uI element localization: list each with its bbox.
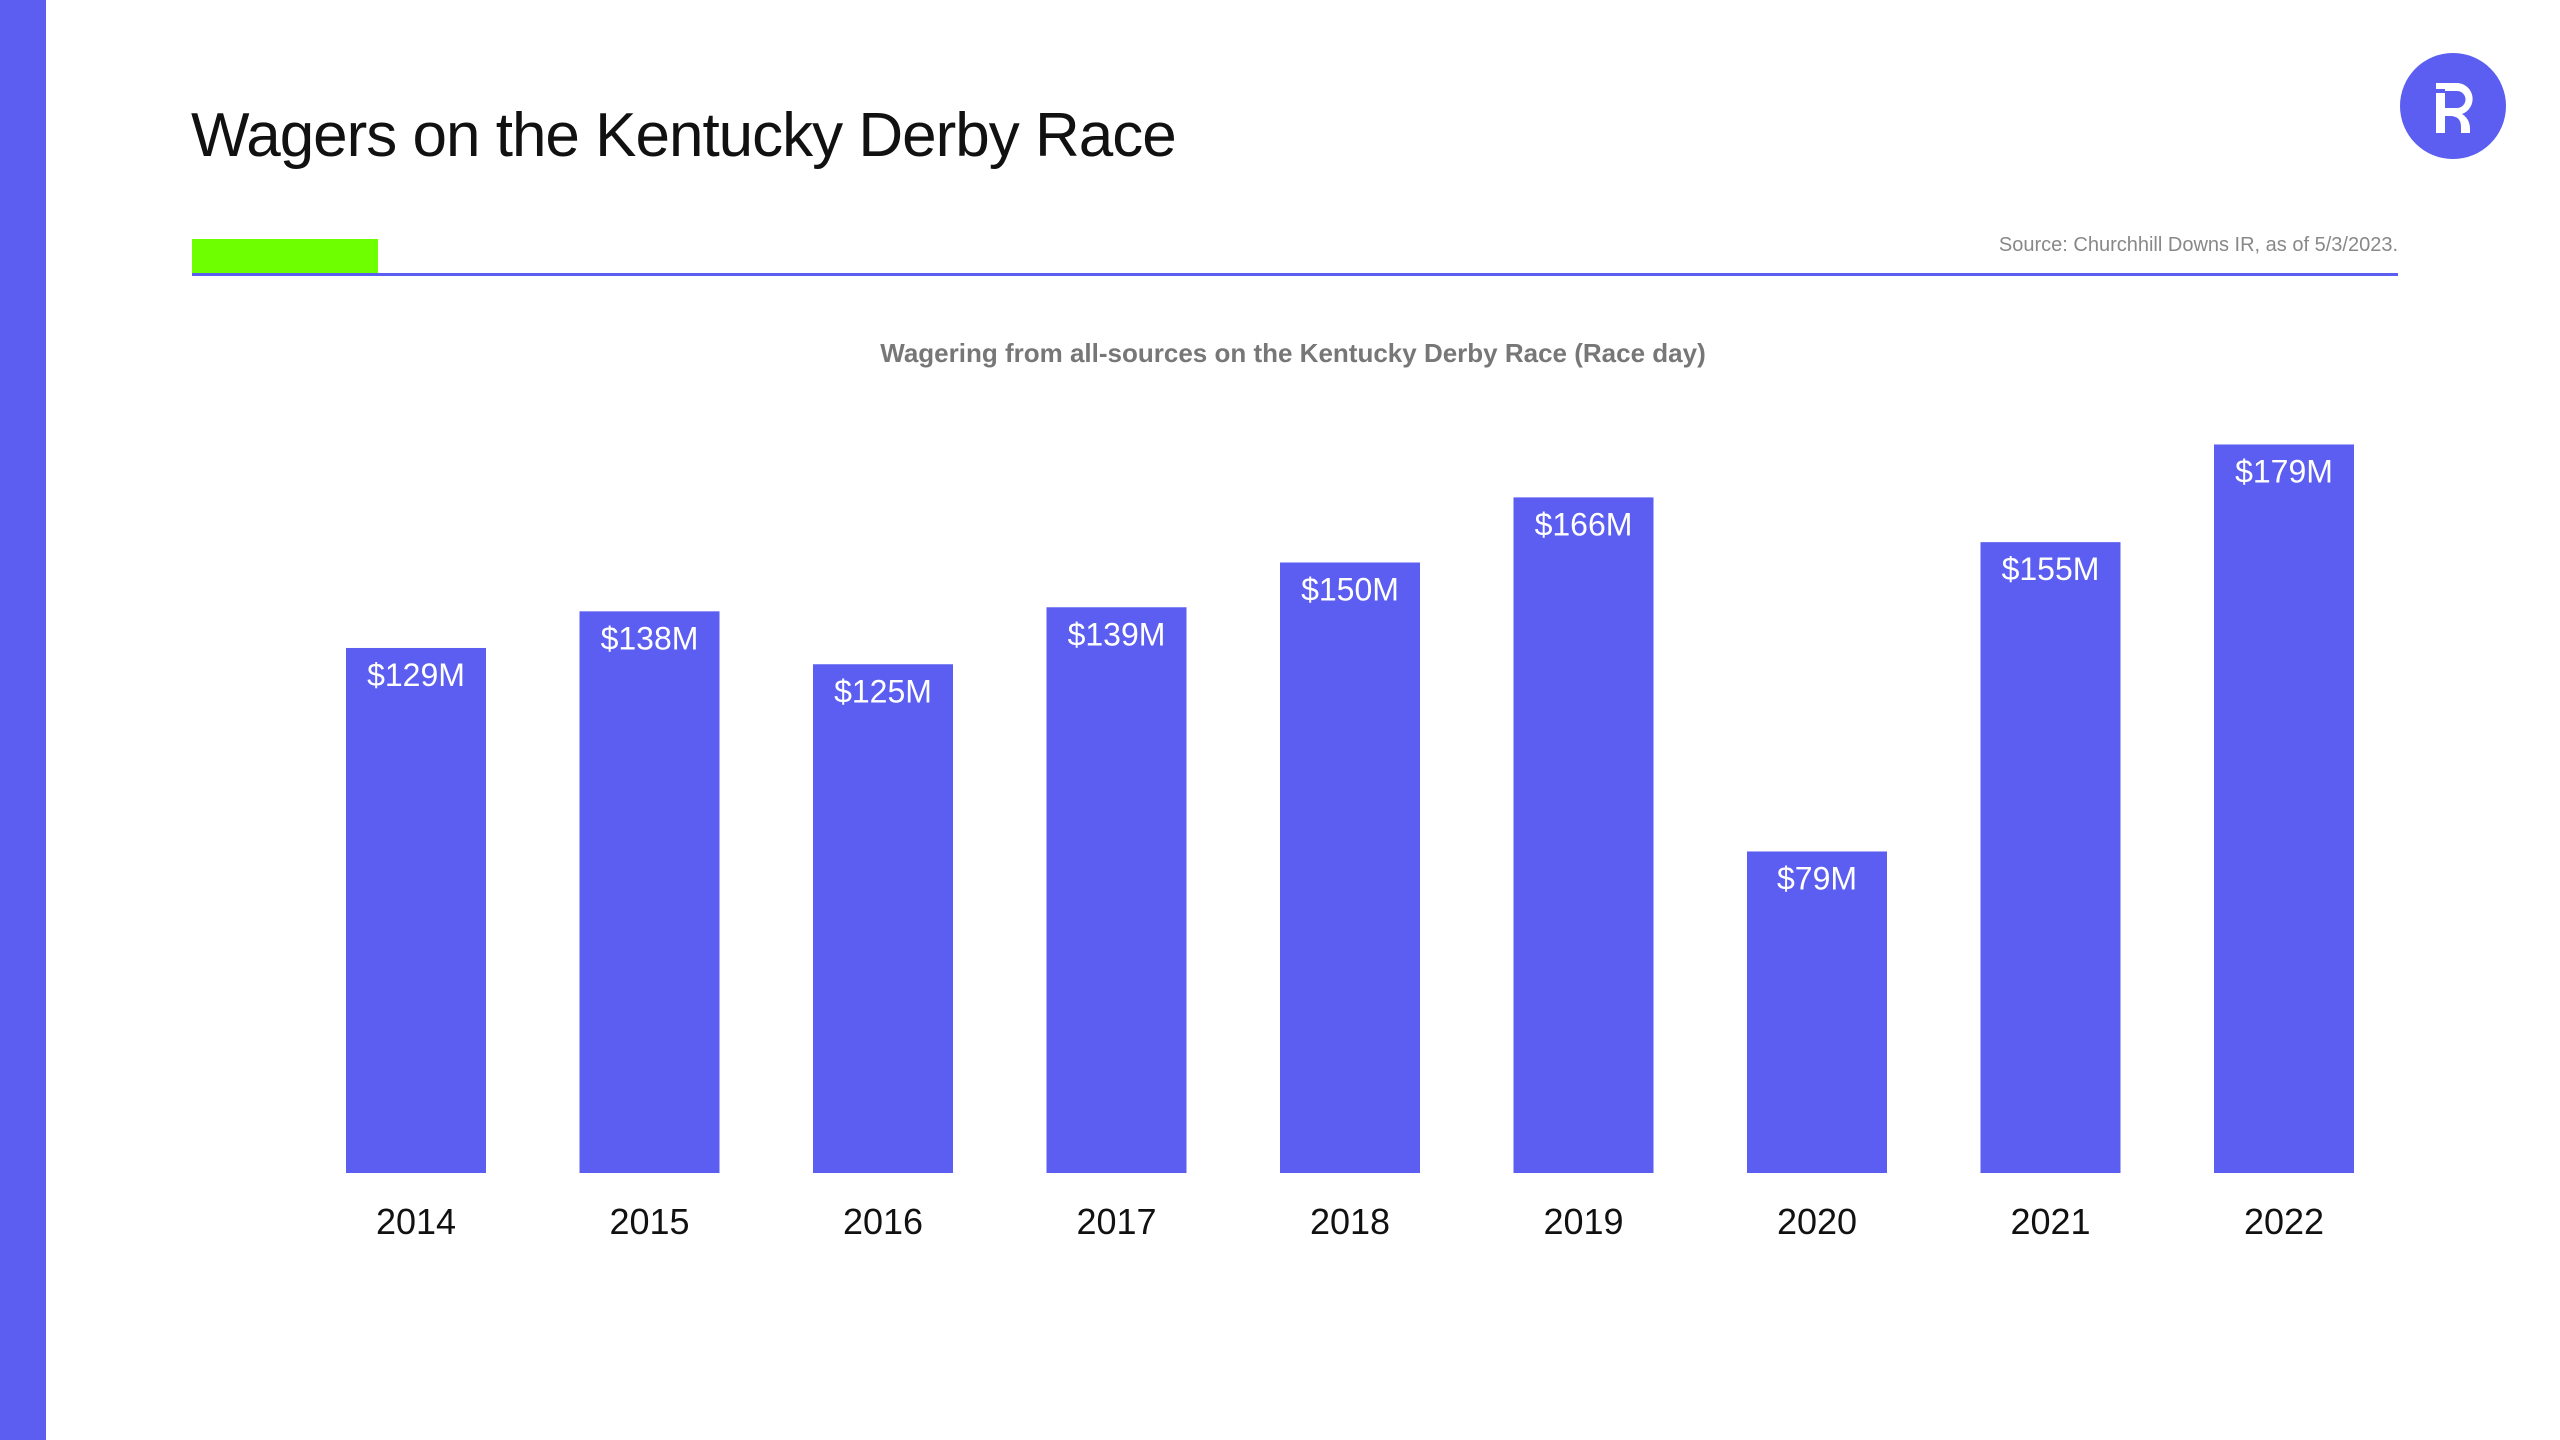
data-label: $155M	[2002, 551, 2100, 587]
data-label: $138M	[601, 620, 699, 656]
data-label: $139M	[1068, 616, 1166, 652]
bar-2016	[813, 664, 953, 1173]
bar-2018	[1280, 562, 1420, 1173]
data-label: $79M	[1777, 860, 1857, 896]
data-label: $166M	[1535, 506, 1633, 542]
x-tick-label: 2020	[1777, 1201, 1857, 1242]
data-label: $150M	[1301, 572, 1399, 608]
bar-2022	[2214, 444, 2354, 1174]
bar-2020	[1747, 851, 1887, 1173]
logo-r-icon	[2436, 83, 2473, 133]
x-tick-label: 2018	[1310, 1201, 1390, 1242]
chart-title: Wagering from all-sources on the Kentuck…	[880, 338, 1706, 368]
x-tick-label: 2019	[1543, 1201, 1623, 1242]
data-label: $125M	[834, 673, 932, 709]
bar-2015	[579, 611, 720, 1173]
x-tick-label: 2022	[2244, 1201, 2324, 1242]
data-label: $179M	[2235, 453, 2333, 489]
bar-2019	[1513, 497, 1654, 1173]
page-title: Wagers on the Kentucky Derby Race	[191, 101, 1177, 170]
x-tick-label: 2015	[609, 1201, 689, 1242]
x-tick-label: 2017	[1076, 1201, 1156, 1242]
title-accent-block	[192, 239, 378, 275]
source-note: Source: Churchhill Downs IR, as of 5/3/2…	[1998, 234, 2398, 256]
x-tick-label: 2016	[843, 1201, 923, 1242]
data-label: $129M	[367, 657, 465, 693]
bar-2014	[346, 647, 486, 1173]
brand-logo	[2400, 53, 2506, 159]
sidebar-accent-bar	[0, 0, 46, 1440]
title-divider	[192, 273, 2398, 276]
x-tick-label: 2014	[376, 1201, 456, 1242]
bar-2021	[1980, 542, 2121, 1173]
x-tick-label: 2021	[2010, 1201, 2090, 1242]
bar-2017	[1046, 607, 1187, 1173]
